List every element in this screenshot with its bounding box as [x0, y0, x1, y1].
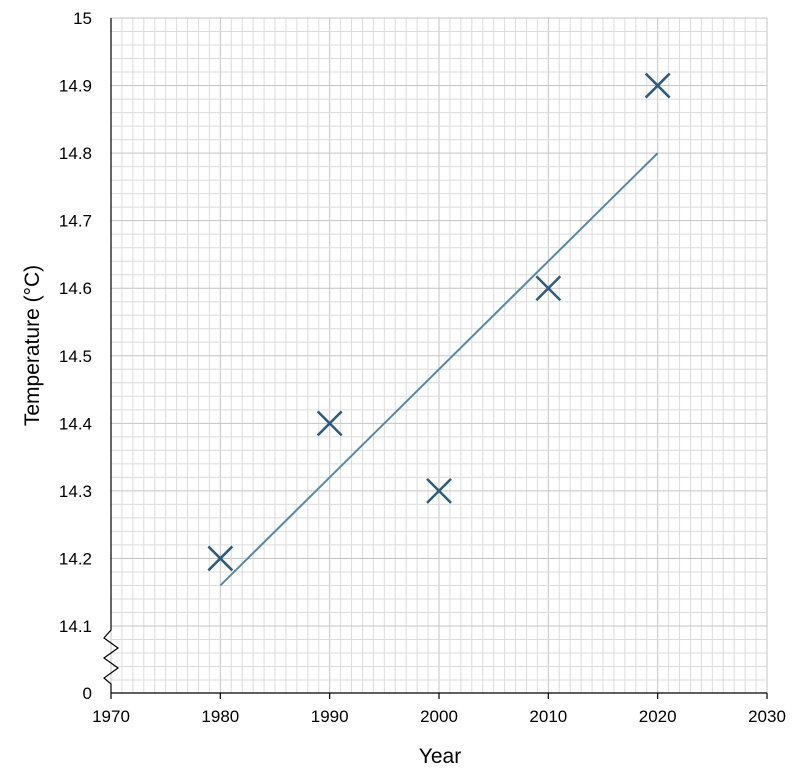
data-point	[316, 410, 343, 437]
y-tick-label: 14.5	[59, 347, 92, 366]
y-tick-label: 14.1	[59, 617, 92, 636]
data-point	[535, 275, 562, 302]
x-tick-label: 1980	[201, 707, 239, 726]
y-axis-title: Temperature (°C)	[21, 265, 44, 426]
trendline-group	[219, 152, 659, 587]
trendline	[219, 152, 659, 587]
data-points	[207, 72, 671, 572]
y-tick-label: 14.6	[59, 279, 92, 298]
y-tick-label: 14.2	[59, 549, 92, 568]
y-tick-label: 14.9	[59, 77, 92, 96]
data-point	[207, 545, 234, 572]
y-tick-label: 14.3	[59, 482, 92, 501]
x-axis-title: Year	[419, 745, 461, 768]
axes	[102, 18, 768, 699]
x-tick-label: 2030	[748, 707, 786, 726]
y-tick-label: 14.7	[59, 212, 92, 231]
x-tick-label: 1990	[311, 707, 349, 726]
data-point	[644, 72, 671, 99]
x-tick-label: 1970	[92, 707, 130, 726]
y-tick-label: 15	[73, 9, 92, 28]
y-tick-label: 14.8	[59, 144, 92, 163]
y-tick-label: 14.4	[59, 414, 92, 433]
x-tick-label: 2010	[529, 707, 567, 726]
x-tick-label: 2020	[639, 707, 677, 726]
tick-labels: 1970 1980 1990 2000 2010 2020 2030 0 14.1 14.2 14.…	[59, 9, 786, 726]
y-tick-label: 0	[83, 684, 92, 703]
y-axis-break	[102, 626, 120, 693]
data-point	[426, 478, 452, 504]
x-tick-label: 2000	[420, 707, 458, 726]
grid	[110, 17, 768, 693]
